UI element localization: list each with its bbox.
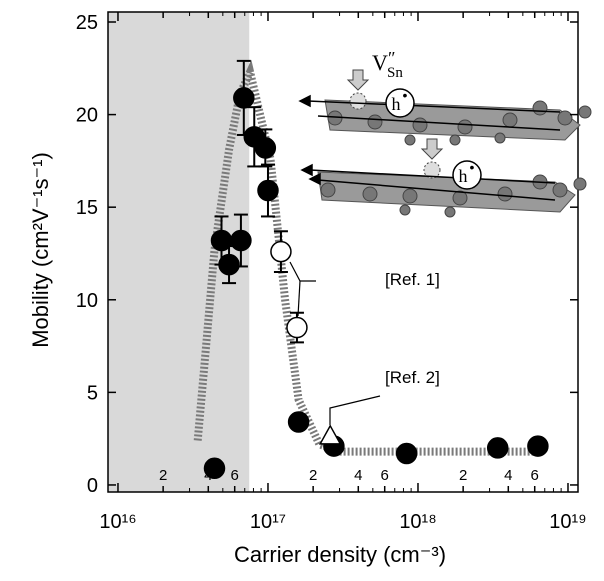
x-tick-label: 10¹⁷ [250,511,286,533]
arrow [346,69,370,91]
vacancy [423,161,441,179]
hole-arrows [298,94,561,201]
vacancy-label: V [372,50,388,75]
data-point [486,437,509,459]
y-axis-label: Mobility (cm²V⁻¹s⁻¹) [28,152,53,348]
x-tick-label: 2 [459,467,467,484]
inset-illustration: h • h • V ″ Sn [298,48,592,218]
atoms [320,100,592,218]
data-point [286,316,308,339]
x-tick-label: 4 [354,467,362,484]
data-point [395,442,418,465]
data-point [230,229,252,252]
y-tick-label: 15 [76,197,98,219]
data-point [287,411,310,433]
data-point [270,240,292,263]
data-point [203,457,226,480]
fit-curve [193,59,539,456]
hole-label: h [459,166,468,186]
plot-frame [107,11,579,493]
x-tick-label: 6 [531,467,539,484]
x-tick-label: 6 [381,467,389,484]
data-point [257,179,279,202]
vacancy [349,92,367,110]
vacancy-charge: ″ [388,48,396,68]
y-tick-label: 0 [87,475,98,497]
x-tick-label: 2 [159,467,167,484]
arrow [420,138,444,160]
vacancy-site: Sn [387,65,403,81]
x-tick-label: 2 [309,467,317,484]
hole-label: h [392,94,401,114]
shaded-region [108,12,250,492]
x-axis-label: Carrier density (cm⁻³) [234,542,446,567]
y-tick-label: 25 [76,12,98,34]
data-point [318,424,342,445]
x-tick-label: 10¹⁹ [549,511,586,533]
annotation: [Ref. 1] [385,270,440,289]
hole-circle [385,88,415,118]
y-tick-label: 20 [76,105,98,127]
y-tick-label: 5 [87,382,98,404]
x-tick-label: 4 [504,467,512,484]
hole-charge: • [470,159,475,175]
data-point [233,87,255,109]
data-point [218,253,240,276]
x-tick-label: 10¹⁶ [99,511,136,533]
hole-circle [452,160,482,190]
data-point [527,435,549,457]
x-tick-label: 10¹⁸ [399,511,436,533]
y-tick-label: 10 [76,290,98,312]
x-tick-label: 6 [231,467,239,484]
hole-charge: • [403,87,408,103]
annotation-lines [289,261,381,425]
annotation: [Ref. 2] [385,368,440,387]
data-point [254,137,277,159]
